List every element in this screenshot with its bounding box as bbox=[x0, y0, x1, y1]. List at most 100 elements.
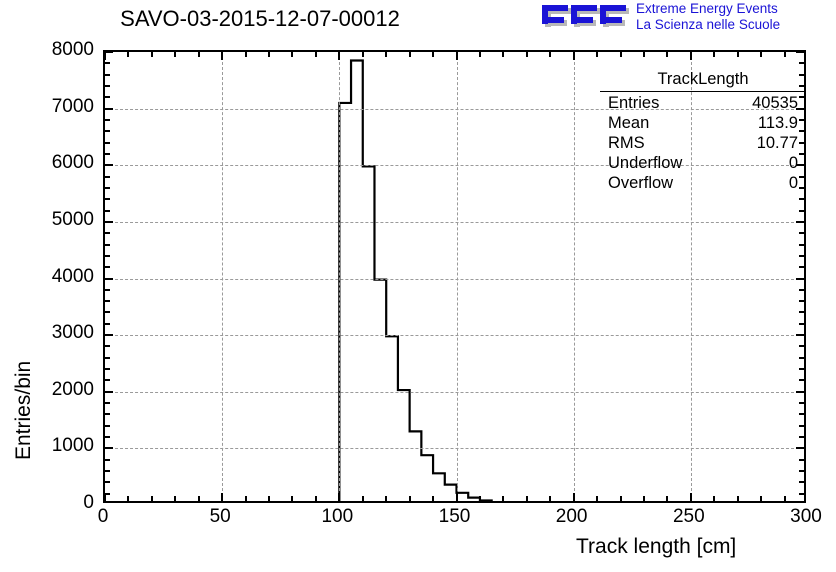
stats-divider bbox=[600, 91, 806, 92]
x-tick bbox=[221, 493, 224, 501]
x-tick-top bbox=[689, 52, 692, 60]
y-tick-right bbox=[796, 277, 804, 280]
x-tick bbox=[666, 496, 669, 501]
y-tick bbox=[105, 175, 110, 178]
stats-box: TrackLength Entries 40535 Mean 113.9 RMS 10.7… bbox=[600, 70, 806, 193]
x-tick-top bbox=[221, 52, 224, 60]
gridline-horizontal bbox=[105, 278, 804, 280]
y-tick-right bbox=[799, 379, 804, 382]
x-tick-top bbox=[549, 52, 552, 57]
gridline-horizontal bbox=[105, 108, 804, 110]
y-tick bbox=[105, 254, 110, 257]
x-tick bbox=[572, 493, 575, 501]
y-tick-right bbox=[799, 96, 804, 99]
y-tick bbox=[105, 458, 110, 461]
y-tick-right bbox=[799, 345, 804, 348]
stats-key: RMS bbox=[608, 134, 645, 152]
x-tick bbox=[385, 496, 388, 501]
y-tick bbox=[105, 436, 110, 439]
y-tick-right bbox=[799, 186, 804, 189]
y-tick-label: 3000 bbox=[51, 322, 94, 344]
x-tick bbox=[408, 496, 411, 501]
x-tick bbox=[244, 496, 247, 501]
y-tick bbox=[105, 220, 113, 223]
stats-row: Underflow 0 bbox=[600, 153, 806, 173]
y-tick-label: 6000 bbox=[51, 152, 94, 174]
y-tick-right bbox=[799, 481, 804, 484]
y-tick bbox=[105, 152, 110, 155]
y-tick bbox=[105, 164, 113, 167]
y-tick-right bbox=[799, 300, 804, 303]
stats-value: 113.9 bbox=[757, 114, 798, 132]
x-tick-top bbox=[268, 52, 271, 57]
x-tick-top bbox=[432, 52, 435, 57]
y-tick bbox=[105, 96, 110, 99]
x-tick bbox=[268, 496, 271, 501]
y-tick bbox=[105, 243, 110, 246]
x-tick bbox=[760, 496, 763, 501]
y-tick bbox=[105, 379, 110, 382]
x-tick bbox=[174, 496, 177, 501]
plot-frame bbox=[103, 50, 806, 503]
x-tick-top bbox=[572, 52, 575, 60]
y-tick-right bbox=[799, 458, 804, 461]
stats-row: RMS 10.77 bbox=[600, 133, 806, 153]
y-tick bbox=[105, 300, 110, 303]
y-tick-right bbox=[799, 175, 804, 178]
gridline-vertical bbox=[690, 52, 692, 501]
x-tick-top bbox=[642, 52, 645, 57]
y-tick-right bbox=[799, 288, 804, 291]
x-tick bbox=[783, 496, 786, 501]
eee-logo-text: Extreme Energy Events La Scienza nelle S… bbox=[636, 1, 780, 32]
x-tick bbox=[361, 496, 364, 501]
x-tick-top bbox=[338, 52, 341, 60]
y-tick-right bbox=[799, 243, 804, 246]
y-tick bbox=[105, 481, 110, 484]
y-tick bbox=[105, 141, 110, 144]
y-tick-label: 5000 bbox=[51, 208, 94, 230]
y-tick-right bbox=[799, 84, 804, 87]
y-tick bbox=[105, 107, 113, 110]
y-tick bbox=[105, 186, 110, 189]
y-tick bbox=[105, 447, 113, 450]
plot-area bbox=[105, 52, 804, 501]
y-tick-right bbox=[799, 254, 804, 257]
x-tick-top bbox=[713, 52, 716, 57]
x-tick-top bbox=[596, 52, 599, 57]
stats-row: Overflow 0 bbox=[600, 173, 806, 193]
x-tick bbox=[127, 496, 130, 501]
y-tick bbox=[105, 130, 110, 133]
y-tick-right bbox=[796, 447, 804, 450]
y-tick-right bbox=[799, 413, 804, 416]
x-tick bbox=[713, 496, 716, 501]
x-tick bbox=[619, 496, 622, 501]
y-tick-right bbox=[799, 118, 804, 121]
y-tick-right bbox=[799, 402, 804, 405]
x-axis-title: Track length [cm] bbox=[576, 535, 737, 558]
y-tick bbox=[105, 62, 110, 65]
x-tick-top bbox=[760, 52, 763, 57]
y-tick-label: 2000 bbox=[51, 378, 94, 400]
stats-title: TrackLength bbox=[657, 70, 749, 88]
stats-value: 40535 bbox=[752, 94, 798, 112]
x-tick-label: 300 bbox=[790, 506, 822, 527]
y-tick bbox=[105, 492, 110, 495]
y-tick-right bbox=[796, 52, 804, 53]
x-tick bbox=[502, 496, 505, 501]
y-tick bbox=[105, 322, 110, 325]
stats-key: Underflow bbox=[608, 154, 683, 172]
y-tick-right bbox=[799, 424, 804, 427]
y-tick-right bbox=[799, 266, 804, 269]
x-tick bbox=[549, 496, 552, 501]
stats-key: Overflow bbox=[608, 174, 674, 192]
x-tick bbox=[105, 493, 106, 501]
y-tick-label: 1000 bbox=[51, 435, 94, 457]
y-tick-right bbox=[799, 492, 804, 495]
y-tick bbox=[105, 209, 110, 212]
x-tick-top bbox=[197, 52, 200, 57]
x-tick-top bbox=[619, 52, 622, 57]
y-tick-right bbox=[796, 390, 804, 393]
y-tick-right bbox=[799, 311, 804, 314]
y-tick bbox=[105, 198, 110, 201]
